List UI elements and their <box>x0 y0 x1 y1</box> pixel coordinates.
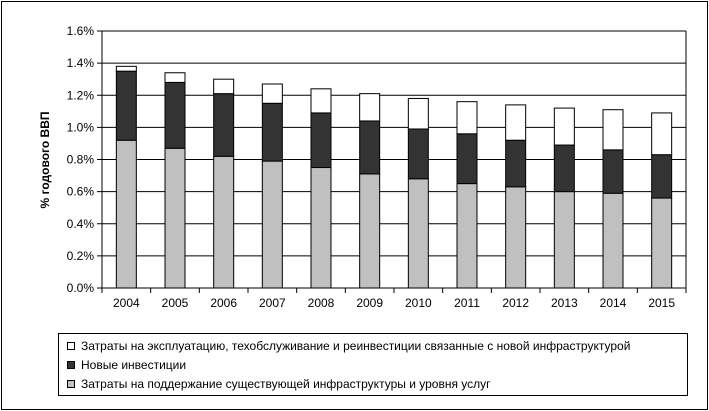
bar-segment-series-2 <box>553 107 575 146</box>
bar-segment-series-0 <box>651 197 673 289</box>
axes <box>97 30 687 293</box>
bar-segment-series-1 <box>359 120 381 175</box>
y-tick-label: 0.6% <box>67 185 95 199</box>
x-tick-label: 2012 <box>502 296 529 310</box>
bar-segment-series-0 <box>115 139 137 289</box>
y-tick-label: 1.4% <box>67 56 95 70</box>
x-tick-label: 2015 <box>648 296 675 310</box>
x-tick-label: 2011 <box>454 296 480 310</box>
gridlines <box>102 30 686 289</box>
bar-segment-series-2 <box>407 97 429 130</box>
legend-swatch <box>67 342 75 350</box>
legend-item-maintenance-new: Затраты на эксплуатацию, техобслуживание… <box>67 338 630 354</box>
x-tick-label: 2004 <box>113 296 140 310</box>
bar-segment-series-1 <box>164 81 186 149</box>
bar-segment-series-1 <box>407 128 429 180</box>
legend-label: Новые инвестиции <box>81 358 187 372</box>
bar-segment-series-2 <box>213 78 235 95</box>
bar-segment-series-1 <box>602 149 624 194</box>
bar-segment-series-0 <box>602 192 624 289</box>
y-tick-label: 1.6% <box>67 24 95 38</box>
legend-swatch <box>67 361 75 369</box>
bar-segment-series-2 <box>651 112 673 156</box>
bar-segment-series-2 <box>505 104 527 141</box>
legend: Затраты на эксплуатацию, техобслуживание… <box>58 333 688 396</box>
x-tick-label: 2005 <box>162 296 189 310</box>
bar-segment-series-2 <box>602 109 624 151</box>
bar-segment-series-2 <box>310 88 332 114</box>
bar-segment-series-1 <box>553 144 575 193</box>
bar-segment-series-2 <box>456 101 478 135</box>
y-tick-label: 0.0% <box>67 281 95 295</box>
bar-segment-series-1 <box>651 154 673 199</box>
x-tick-label: 2009 <box>356 296 383 310</box>
tick-labels: 0.0% 0.2% 0.4% 0.6% 0.8% 1.0% 1.2% 1.4% 1.6% 2004… <box>67 24 676 310</box>
bar-segment-series-2 <box>115 65 137 72</box>
bar-segment-series-0 <box>213 155 235 289</box>
y-tick-label: 0.4% <box>67 217 95 231</box>
bar-segment-series-0 <box>505 186 527 289</box>
y-tick-label: 1.0% <box>67 120 95 134</box>
bar-segment-series-2 <box>261 83 283 104</box>
bars <box>115 65 673 289</box>
legend-item-new-investment: Новые инвестиции <box>67 357 186 373</box>
x-tick-label: 2008 <box>308 296 335 310</box>
y-tick-label: 0.8% <box>67 153 95 167</box>
bar-segment-series-1 <box>115 70 137 141</box>
bar-segment-series-0 <box>310 167 332 289</box>
x-tick-label: 2013 <box>551 296 578 310</box>
bar-segment-series-0 <box>456 183 478 289</box>
bar-segment-series-2 <box>164 72 186 83</box>
bar-segment-series-1 <box>310 112 332 169</box>
bar-segment-series-1 <box>456 133 478 185</box>
bar-segment-series-0 <box>359 173 381 289</box>
bar-segment-series-0 <box>407 178 429 289</box>
bar-segment-series-0 <box>261 160 283 289</box>
y-tick-label: 0.2% <box>67 249 95 263</box>
bar-segment-series-2 <box>359 93 381 122</box>
bar-segment-series-1 <box>505 139 527 188</box>
bar-segment-series-1 <box>213 93 235 157</box>
bar-segment-series-0 <box>164 147 186 289</box>
y-tick-label: 1.2% <box>67 88 95 102</box>
x-tick-label: 2010 <box>405 296 432 310</box>
x-tick-label: 2014 <box>600 296 627 310</box>
bar-segment-series-0 <box>553 191 575 289</box>
bar-segment-series-1 <box>261 102 283 162</box>
y-axis-label: % годового ВВП <box>38 112 52 209</box>
legend-swatch <box>67 380 75 388</box>
x-tick-label: 2007 <box>259 296 286 310</box>
x-tick-label: 2006 <box>210 296 237 310</box>
legend-item-existing-maintenance: Затраты на поддержание существующей инфр… <box>67 376 491 392</box>
legend-label: Затраты на поддержание существующей инфр… <box>81 377 491 391</box>
legend-label: Затраты на эксплуатацию, техобслуживание… <box>81 339 631 353</box>
